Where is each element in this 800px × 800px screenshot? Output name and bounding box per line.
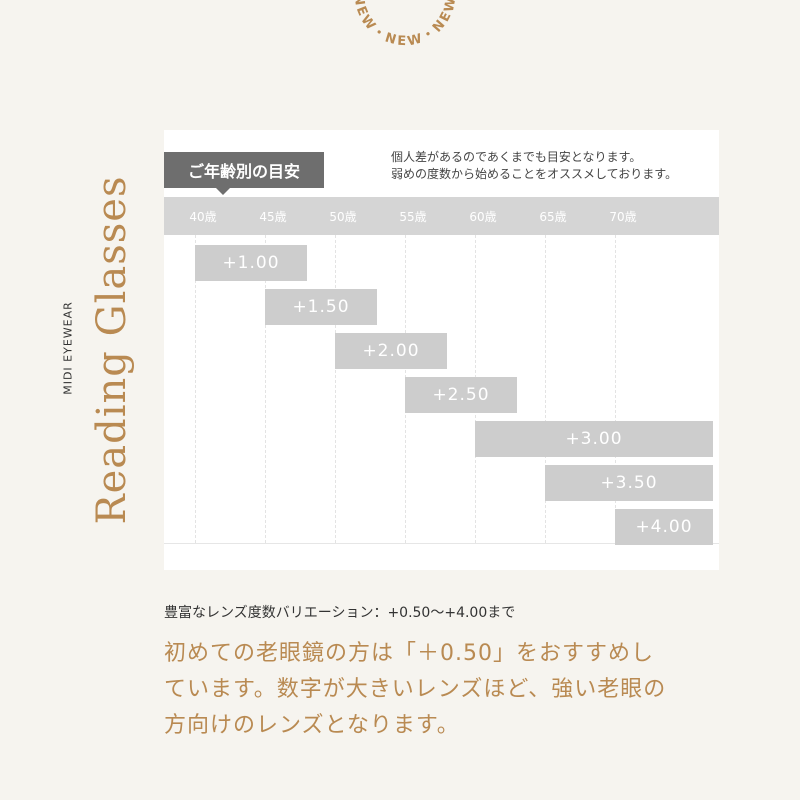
- diopter-bar: +1.00: [195, 245, 307, 281]
- chart-note-line: 弱めの度数から始めることをオススメしております。: [391, 167, 678, 181]
- age-tick-label: 60歳: [469, 210, 497, 224]
- page-title: Reading Glasses: [89, 175, 135, 525]
- svg-text:NEW・NEW・NEW・NEW・: NEW・NEW・NEW・NEW・: [351, 0, 460, 49]
- recommendation-line: 方向けのレンズとなります。: [164, 713, 460, 738]
- diopter-bar: +2.50: [405, 377, 517, 413]
- recommendation-line: 初めての老眼鏡の方は「＋0.50」をおすすめし: [164, 641, 654, 666]
- grid-line: [195, 235, 196, 543]
- recommendation-line: ています。数字が大きいレンズほど、強い老眼の: [164, 677, 667, 702]
- grid-line: [265, 235, 266, 543]
- brand-name: MIDI EYEWEAR: [61, 301, 75, 395]
- age-tick-label: 50歳: [329, 210, 357, 224]
- diopter-bar: +4.00: [615, 509, 713, 545]
- diopter-bar: +1.50: [265, 289, 377, 325]
- recommendation-text: 初めての老眼鏡の方は「＋0.50」をおすすめし ています。数字が大きいレンズほど…: [164, 636, 744, 744]
- grid-line: [615, 235, 616, 543]
- age-tick-label: 45歳: [259, 210, 287, 224]
- diopter-bar: +3.50: [545, 465, 713, 501]
- age-chart-card: ご年齢別の目安 個人差があるのであくまでも目安となります。 弱めの度数から始める…: [164, 130, 719, 570]
- age-axis: 40歳 45歳 50歳 55歳 60歳 65歳 70歳: [164, 197, 719, 235]
- diopter-bar: +2.00: [335, 333, 447, 369]
- diopter-bar: +3.00: [475, 421, 713, 457]
- chart-note: 個人差があるのであくまでも目安となります。 弱めの度数から始めることをオススメし…: [391, 149, 677, 183]
- age-tick-label: 55歳: [399, 210, 427, 224]
- age-tick-label: 70歳: [609, 210, 637, 224]
- chart-tag: ご年齢別の目安: [164, 152, 324, 188]
- new-stamp: NEW・NEW・NEW・NEW・: [351, 0, 460, 49]
- age-tick-label: 40歳: [189, 210, 217, 224]
- age-tick-label: 65歳: [539, 210, 567, 224]
- chart-grid: +1.00 +1.50 +2.00 +2.50 +3.00 +3.50 +4.00: [164, 235, 719, 545]
- chart-note-line: 個人差があるのであくまでも目安となります。: [391, 150, 642, 164]
- stamp-text: NEW・NEW・NEW・NEW・: [351, 0, 458, 49]
- lens-range-summary: 豊富なレンズ度数バリエーション：+0.50〜+4.00まで: [164, 605, 516, 621]
- grid-line: [545, 235, 546, 543]
- chart-tag-pointer: [216, 188, 230, 195]
- grid-line: [335, 235, 336, 543]
